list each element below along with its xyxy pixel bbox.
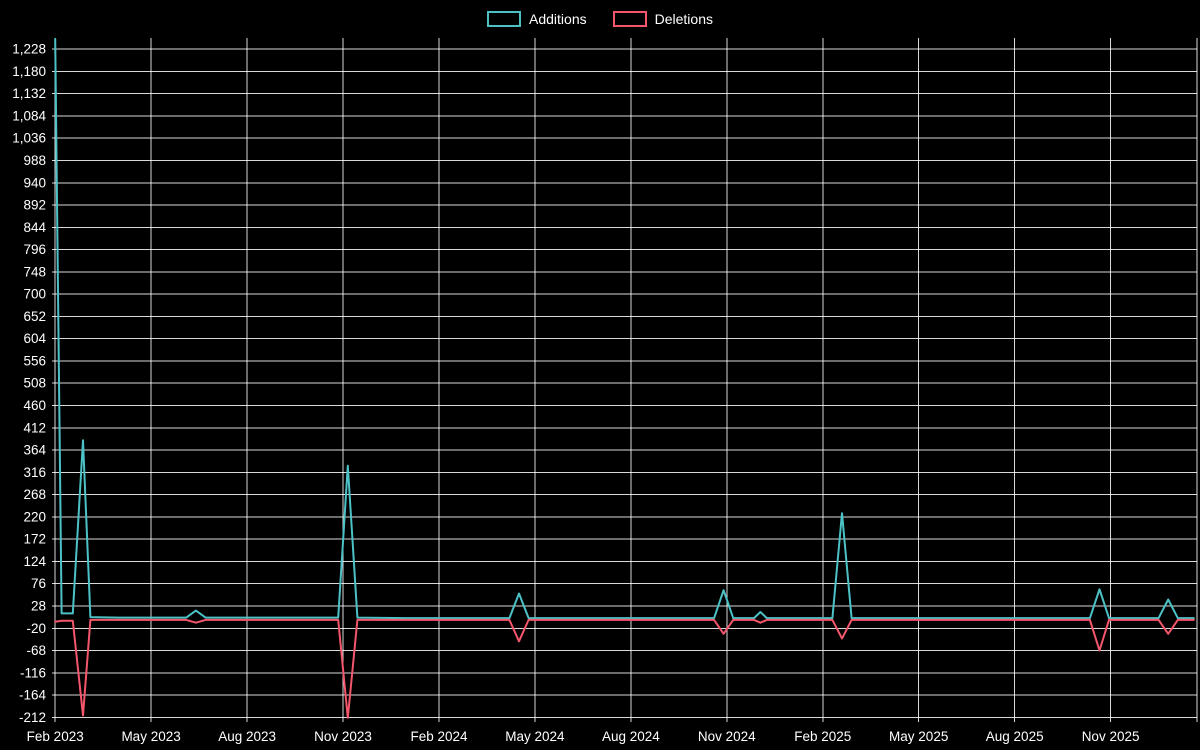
y-axis-tick-label: -116 [20, 665, 46, 680]
y-axis-tick-label: 1,228 [12, 42, 46, 57]
y-axis-tick-label: 1,180 [12, 64, 46, 79]
y-axis-tick-label: -68 [26, 643, 46, 658]
y-axis-tick-label: 1,132 [12, 86, 46, 101]
legend-label-deletions: Deletions [654, 11, 713, 27]
y-axis-tick-label: 76 [31, 576, 46, 591]
x-axis-tick-label: Nov 2023 [314, 729, 372, 744]
series-line-deletions [54, 618, 1195, 719]
legend-item-additions[interactable]: Additions [487, 11, 587, 27]
y-axis-tick-label: 124 [23, 554, 46, 569]
x-axis-tick-label: Aug 2025 [986, 729, 1044, 744]
y-axis-tick-label: 268 [23, 487, 46, 502]
y-axis-tick-label: 604 [23, 331, 46, 346]
y-axis-tick-label: 652 [23, 309, 46, 324]
x-axis-tick-label: May 2025 [889, 729, 948, 744]
x-axis-tick-label: May 2023 [121, 729, 180, 744]
y-axis-tick-label: -20 [26, 621, 46, 636]
x-axis-tick-label: Aug 2024 [602, 729, 660, 744]
y-axis-tick-label: 28 [31, 598, 46, 613]
y-axis-tick-label: 1,036 [12, 131, 46, 146]
x-axis-tick-label: Nov 2024 [698, 729, 756, 744]
y-axis-tick-label: 1,084 [12, 108, 46, 123]
x-axis-tick-label: Aug 2023 [218, 729, 276, 744]
x-axis-tick-label: Feb 2023 [27, 729, 84, 744]
y-axis-tick-label: 988 [23, 153, 46, 168]
y-axis-tick-label: 412 [23, 420, 46, 435]
y-axis-tick-label: 172 [23, 532, 46, 547]
y-axis-tick-label: 364 [23, 443, 46, 458]
y-axis-tick-label: 316 [23, 465, 46, 480]
x-axis-tick-label: Nov 2025 [1082, 729, 1140, 744]
y-axis-tick-label: 508 [23, 376, 46, 391]
y-axis-tick-label: 700 [23, 287, 46, 302]
y-axis-tick-label: 556 [23, 353, 46, 368]
y-axis-tick-label: 940 [23, 175, 46, 190]
x-axis-tick-label: Feb 2025 [794, 729, 851, 744]
y-axis-tick-label: -212 [19, 710, 46, 725]
y-axis-tick-label: 796 [23, 242, 46, 257]
legend-label-additions: Additions [529, 11, 587, 27]
y-axis-tick-label: 460 [23, 398, 46, 413]
deletions-swatch-icon [612, 11, 647, 27]
chart-legend: Additions Deletions [0, 8, 1200, 30]
series-line-additions [54, 37, 1195, 620]
y-axis-tick-label: 220 [23, 509, 46, 524]
additions-swatch-icon [487, 11, 522, 27]
x-axis-tick-label: May 2024 [505, 729, 565, 744]
y-axis-tick-label: 892 [23, 198, 46, 213]
y-axis-tick-label: -164 [19, 688, 47, 703]
y-axis-tick-label: 748 [23, 264, 46, 279]
legend-item-deletions[interactable]: Deletions [612, 11, 713, 27]
x-axis-tick-label: Feb 2024 [410, 729, 468, 744]
y-axis-tick-label: 844 [23, 220, 46, 235]
